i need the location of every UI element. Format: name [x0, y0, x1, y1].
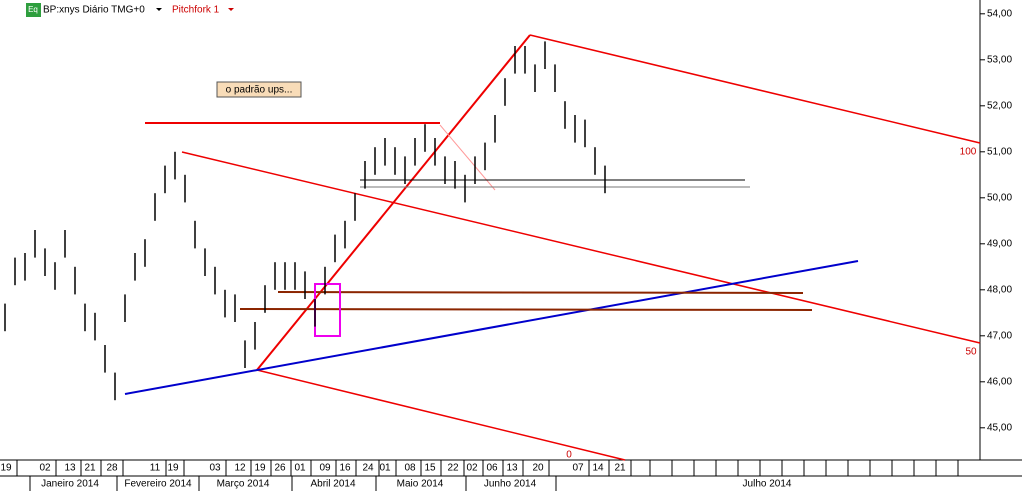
month-label: Março 2014: [217, 479, 270, 490]
x-tick-label: 06: [486, 463, 498, 474]
x-tick-label: 02: [39, 463, 51, 474]
month-label: Fevereiro 2014: [124, 479, 192, 490]
month-label: Abril 2014: [310, 479, 355, 490]
annotation-box: [216, 81, 302, 98]
month-label: Junho 2014: [484, 479, 537, 490]
dropdown-arrow[interactable]: [156, 8, 162, 11]
y-tick-label: 47,00: [987, 330, 1012, 341]
x-tick-label: 20: [532, 463, 544, 474]
pitchfork-upper: [529, 34, 981, 144]
x-tick-label: 13: [64, 463, 76, 474]
x-tick-label: 21: [614, 463, 626, 474]
x-tick-label: 01: [294, 463, 306, 474]
x-tick-label: 02: [466, 463, 478, 474]
x-tick-label: 26: [274, 463, 286, 474]
x-tick-label: 07: [572, 463, 584, 474]
symbol-icon[interactable]: [26, 3, 41, 17]
tool-label[interactable]: Pitchfork 1: [172, 5, 220, 16]
x-tick-label: 08: [404, 463, 416, 474]
y-tick-label: 45,00: [987, 422, 1012, 433]
x-tick-label: 16: [339, 463, 351, 474]
trend-line: [439, 124, 496, 191]
symbol-label[interactable]: BP:xnys Diário TMG+0: [43, 5, 145, 16]
x-tick-label: 24: [362, 463, 374, 474]
support-line: [124, 260, 859, 395]
dropdown-arrow[interactable]: [228, 8, 234, 11]
x-tick-label: 28: [106, 463, 118, 474]
x-tick-label: 19: [0, 463, 12, 474]
x-tick-label: 21: [84, 463, 96, 474]
x-tick-label: 09: [319, 463, 331, 474]
x-tick-label: 19: [254, 463, 266, 474]
x-tick-label: 11: [150, 463, 161, 474]
level-line: [239, 308, 813, 311]
pitchfork-label: 100: [960, 147, 977, 158]
y-tick-label: 52,00: [987, 100, 1012, 111]
annotation: o padrão ups...: [226, 85, 293, 96]
level-line: [277, 291, 804, 294]
x-tick-label: 14: [592, 463, 604, 474]
y-tick-label: 54,00: [987, 8, 1012, 19]
pitchfork-lower: [256, 369, 626, 461]
x-tick-label: 03: [209, 463, 221, 474]
y-tick-label: 49,00: [987, 238, 1012, 249]
x-tick-label: 12: [234, 463, 246, 474]
x-tick-label: 01: [379, 463, 391, 474]
month-label: Janeiro 2014: [41, 479, 99, 490]
y-tick-label: 51,00: [987, 146, 1012, 157]
y-tick-label: 50,00: [987, 192, 1012, 203]
y-tick-label: 48,00: [987, 284, 1012, 295]
y-tick-label: 46,00: [987, 376, 1012, 387]
pitchfork-median: [181, 151, 981, 344]
icon-label: Eq: [28, 5, 38, 14]
pitchfork-label: 0: [566, 450, 572, 461]
month-label: Maio 2014: [397, 479, 444, 490]
x-tick-label: 15: [424, 463, 436, 474]
y-tick-label: 53,00: [987, 54, 1012, 65]
x-tick-label: 22: [447, 463, 459, 474]
x-tick-label: 19: [167, 463, 179, 474]
x-tick-label: 13: [506, 463, 518, 474]
pitchfork-label: 50: [965, 347, 977, 358]
month-label: Julho 2014: [743, 479, 792, 490]
